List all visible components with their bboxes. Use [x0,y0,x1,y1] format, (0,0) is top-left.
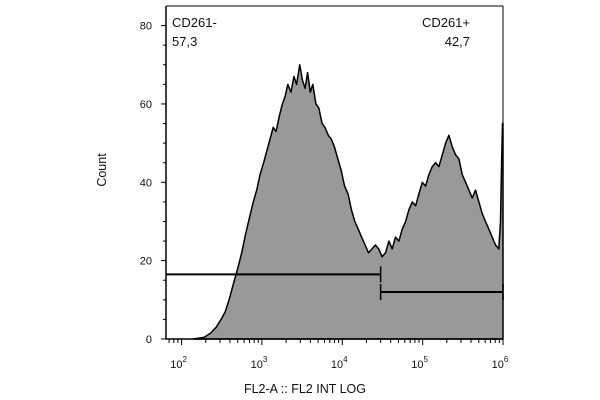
y-tick-label: 80 [140,21,152,33]
gate-name-positive: CD261+ [422,15,470,30]
x-tick-label: 104 [331,355,348,371]
y-tick-label: 20 [140,256,152,268]
x-axis-title: FL2-A :: FL2 INT LOG [244,382,366,396]
gate-name-negative: CD261- [172,15,217,30]
y-ticks: 0 20 40 60 80 [140,21,166,346]
y-tick-label: 0 [146,334,152,346]
y-tick-label: 40 [140,177,152,189]
gate-pct-negative: 57,3 [172,34,197,49]
gates-layer: CD261- 57,3 CD261+ 42,7 [166,15,504,300]
x-tick-label: 103 [251,355,268,371]
y-axis-title: Count [95,153,109,187]
plot-area [192,64,504,340]
y-tick-label: 60 [140,99,152,111]
histogram-area [192,64,504,340]
x-tick-label: 105 [411,355,428,371]
x-ticks: 102 103 104 105 106 [168,339,509,371]
x-tick-label: 102 [170,355,187,371]
x-tick-label: 106 [492,355,509,371]
gate-pct-positive: 42,7 [445,34,470,49]
